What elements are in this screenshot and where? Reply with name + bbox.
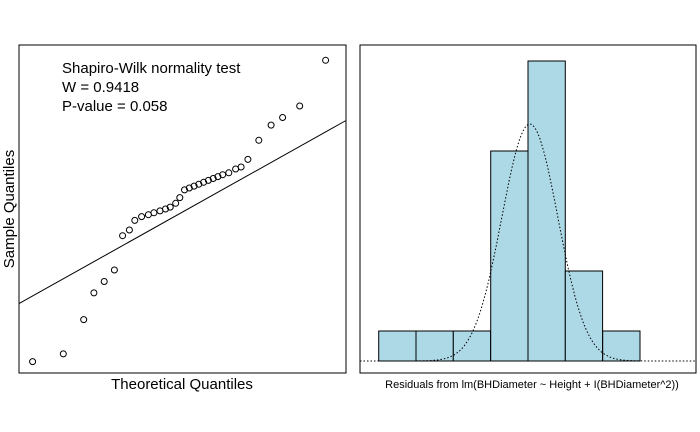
qq-point (255, 136, 263, 144)
density-curve-layer (360, 123, 696, 362)
qq-point (237, 163, 245, 171)
histogram-bar (415, 330, 454, 362)
qq-point (166, 203, 174, 211)
histogram-bar (452, 330, 492, 362)
qq-y-axis-title: Sample Quantiles (1, 150, 18, 268)
qq-plot-panel: Shapiro-Wilk normality test W = 0.9418 P… (1, 44, 347, 393)
qq-point (150, 209, 158, 217)
qq-point (176, 194, 184, 202)
qq-point (185, 184, 193, 192)
qq-point (209, 175, 217, 182)
shapiro-w-value: W = 0.9418 (62, 79, 139, 96)
qq-point (200, 178, 208, 186)
histogram-bar (490, 150, 529, 362)
qq-point (80, 316, 88, 324)
qq-reference-line (18, 120, 347, 305)
histogram-x-axis-title: Residuals from lm(BHDiameter ~ Height + … (385, 379, 679, 391)
qq-point (181, 186, 188, 194)
histogram-bar (378, 330, 417, 362)
qq-point (131, 216, 139, 224)
qq-x-axis-title: Theoretical Quantiles (111, 376, 253, 393)
qq-point (100, 278, 108, 285)
qq-point (195, 180, 203, 188)
shapiro-p-value: P-value = 0.058 (62, 98, 168, 115)
qq-point (59, 350, 67, 358)
histogram-bar (602, 330, 641, 362)
density-curve (360, 123, 696, 362)
qq-point (279, 114, 287, 121)
histogram-panel: Residuals from lm(BHDiameter ~ Height + … (359, 44, 697, 391)
qq-point (214, 173, 222, 181)
qq-point (190, 182, 198, 190)
qq-point (225, 169, 233, 177)
qq-point (125, 226, 133, 234)
histogram-bar (564, 270, 604, 362)
qq-point (219, 171, 227, 179)
qq-point (119, 232, 127, 240)
histogram-bar (527, 60, 566, 362)
qq-point (110, 266, 118, 274)
qq-reference-line-layer (18, 120, 347, 305)
qq-point (29, 358, 37, 366)
qq-plot-frame (18, 44, 347, 374)
qq-point (322, 56, 330, 64)
qq-point (138, 213, 146, 221)
qq-points-layer (29, 56, 330, 366)
histogram-frame (359, 44, 697, 374)
qq-point (296, 102, 304, 110)
histogram-bars-layer (378, 60, 641, 362)
qq-point (267, 121, 275, 129)
qq-point (244, 155, 252, 163)
qq-point (162, 205, 169, 213)
shapiro-test-title: Shapiro-Wilk normality test (62, 60, 241, 77)
qq-point (204, 176, 212, 184)
qq-point (90, 289, 98, 297)
qq-point (172, 199, 180, 207)
